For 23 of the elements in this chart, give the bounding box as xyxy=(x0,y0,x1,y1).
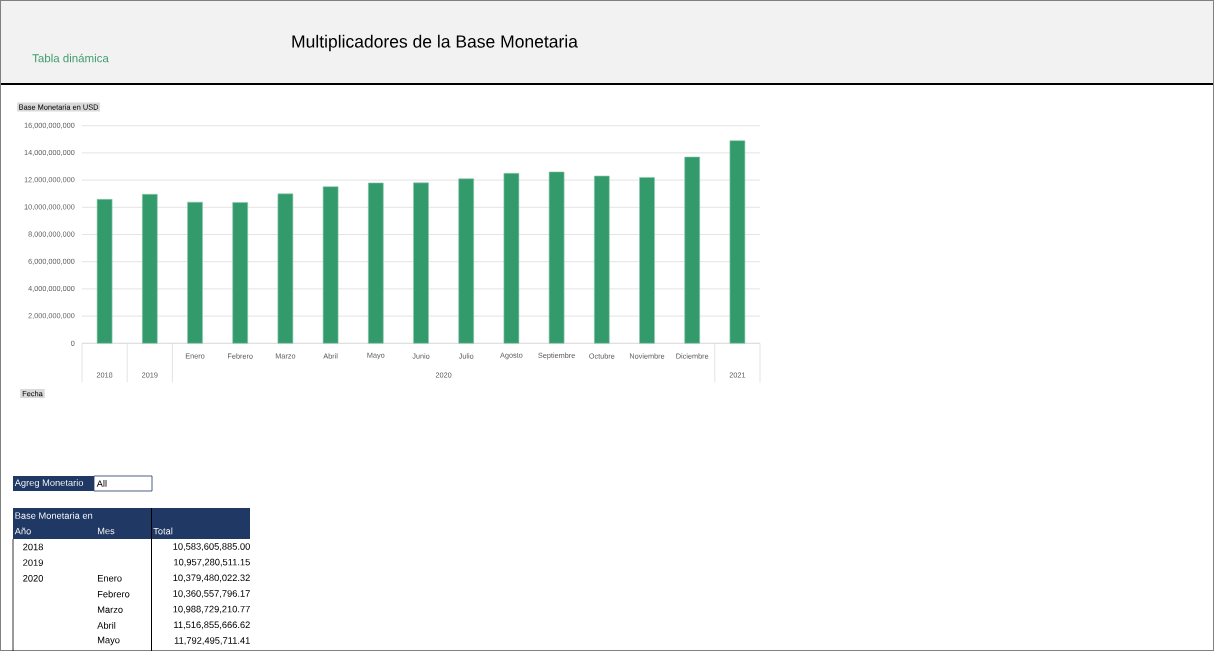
text: Mes xyxy=(97,527,115,535)
category-label: Mayo xyxy=(97,636,120,646)
category-label: Febrero xyxy=(97,590,130,598)
text: All xyxy=(96,480,107,487)
text: Total xyxy=(153,527,173,535)
text: 10,988,729,210.77 xyxy=(173,605,250,614)
category-label: Marzo xyxy=(97,606,123,613)
chart-title: Multiplicadores de la Base Monetaria xyxy=(292,34,578,52)
text: 2019 xyxy=(23,559,43,566)
text: 10,583,605,885.00 xyxy=(173,543,250,551)
text: 11,516,855,666.62 xyxy=(174,621,250,630)
category-label: Abril xyxy=(97,621,116,629)
text: 2018 xyxy=(23,543,43,551)
text: 10,957,280,511.15 xyxy=(174,558,250,567)
text: 10,360,557,796.17 xyxy=(173,590,250,598)
text: 2020 xyxy=(23,575,44,582)
text: Base Monetaria en xyxy=(15,512,93,519)
text: 11,792,495,711.41 xyxy=(174,637,250,645)
text: 10,379,480,022.32 xyxy=(173,574,250,583)
text: Año xyxy=(14,527,31,535)
category-label: Enero xyxy=(97,575,122,582)
text: Agreg Monetario xyxy=(14,479,84,488)
chart-subtitle: Tabla dinámica xyxy=(32,53,109,63)
